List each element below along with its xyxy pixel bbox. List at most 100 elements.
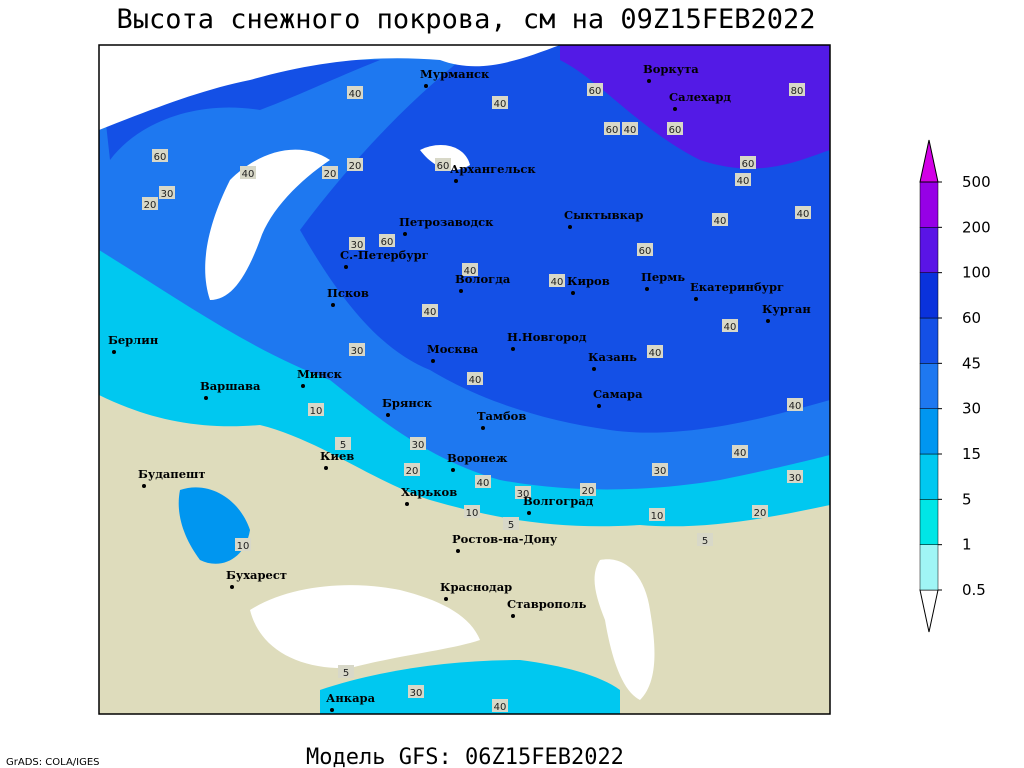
contour-label: 30 (789, 473, 802, 484)
city-dot (597, 404, 601, 408)
contour-label: 40 (797, 209, 810, 220)
footer: Модель GFS: 06Z15FEB2022 (306, 745, 624, 768)
city-dot (403, 232, 407, 236)
city-label: Анкара (326, 691, 376, 705)
contour-label-box (622, 122, 638, 135)
contour-label: 40 (464, 266, 477, 277)
contour-label: 5 (340, 440, 346, 451)
contour-label-box (462, 263, 478, 276)
city-dot (459, 289, 463, 293)
city-dot (344, 265, 348, 269)
city-label: Харьков (401, 485, 457, 499)
city-dot (324, 466, 328, 470)
snow-deepest (560, 45, 830, 169)
colorbar-high (919, 139, 939, 183)
contour-label-box (435, 158, 451, 171)
contour-label-box (338, 665, 354, 678)
contour-label: 30 (412, 440, 425, 451)
contour-label: 5 (508, 520, 514, 531)
city-dot (511, 347, 515, 351)
city-label: Петрозаводск (399, 215, 494, 229)
contour-label: 60 (639, 246, 652, 257)
city-dot (451, 468, 455, 472)
city-label: Архангельск (450, 162, 536, 176)
colorbar-label: 200 (962, 218, 991, 236)
contour-label-box (475, 475, 491, 488)
contour-label: 60 (381, 237, 394, 248)
contour-label: 60 (589, 86, 602, 97)
city-label: Ставрополь (507, 597, 587, 611)
city-dot (592, 367, 596, 371)
colorbar-segment (919, 408, 939, 455)
contour-label-box (349, 237, 365, 250)
snow-carpathians (178, 487, 250, 564)
contour-label: 60 (742, 159, 755, 170)
city-dot (511, 614, 515, 618)
city-dot (673, 107, 677, 111)
contour-label-box (787, 470, 803, 483)
colorbar-segment (919, 272, 939, 319)
contour-label-box (347, 158, 363, 171)
colorbar-label: 45 (962, 354, 981, 372)
city-dot (230, 585, 234, 589)
contour-label: 60 (606, 125, 619, 136)
contour-label-box (492, 699, 508, 712)
contour-label-box (159, 186, 175, 199)
caspian-sea (594, 559, 655, 700)
city-label: Казань (588, 350, 637, 364)
colorbar-segment (919, 181, 939, 228)
contour-label-box (404, 463, 420, 476)
contour-label: 40 (494, 702, 507, 713)
city-dot (444, 597, 448, 601)
city-label: Псков (327, 286, 369, 300)
contour-label: 10 (651, 511, 664, 522)
map-frame (98, 44, 831, 715)
contour-label-box (422, 304, 438, 317)
city-dot (330, 708, 334, 712)
city-label: Вологда (455, 272, 511, 286)
city-label: Тамбов (477, 409, 526, 423)
contour-label: 30 (161, 189, 174, 200)
contour-label: 40 (551, 277, 564, 288)
contour-label: 30 (351, 346, 364, 357)
colorbar-segment (919, 544, 939, 591)
contour-label-box (580, 483, 596, 496)
contour-label: 40 (714, 216, 727, 227)
contour-label: 20 (349, 161, 362, 172)
city-label: Ростов-на-Дону (452, 532, 558, 546)
city-dot (527, 511, 531, 515)
contour-label-box (712, 213, 728, 226)
contour-label-box (335, 437, 351, 450)
contour-label: 40 (477, 478, 490, 489)
colorbar-label: 1 (962, 536, 972, 554)
contour-label-box (235, 538, 251, 551)
city-label: Екатеринбург (690, 280, 784, 294)
city-label: Минск (297, 367, 343, 381)
colorbar-segment (919, 363, 939, 409)
city-dot (405, 502, 409, 506)
contour-label-box (740, 156, 756, 169)
city-label: Москва (427, 342, 479, 356)
contour-label-box (604, 122, 620, 135)
contour-label: 10 (310, 406, 323, 417)
contour-label-box (787, 398, 803, 411)
contour-label-box (549, 274, 565, 287)
city-label: Бухарест (226, 568, 287, 582)
contour-label-box (637, 243, 653, 256)
colorbar-label: 5 (962, 490, 972, 508)
contour-label-box (647, 345, 663, 358)
contour-label-box (587, 83, 603, 96)
colorbar-segment (919, 453, 939, 500)
contour-label-box (649, 508, 665, 521)
snow-turkey (320, 660, 620, 714)
city-dot (694, 297, 698, 301)
city-label: Воркута (643, 62, 699, 76)
contour-label-box (735, 173, 751, 186)
city-dot (645, 287, 649, 291)
city-dot (571, 291, 575, 295)
contour-label-box (142, 197, 158, 210)
contour-label-box (410, 437, 426, 450)
contour-label: 20 (582, 486, 595, 497)
contour-label-box (697, 533, 713, 546)
